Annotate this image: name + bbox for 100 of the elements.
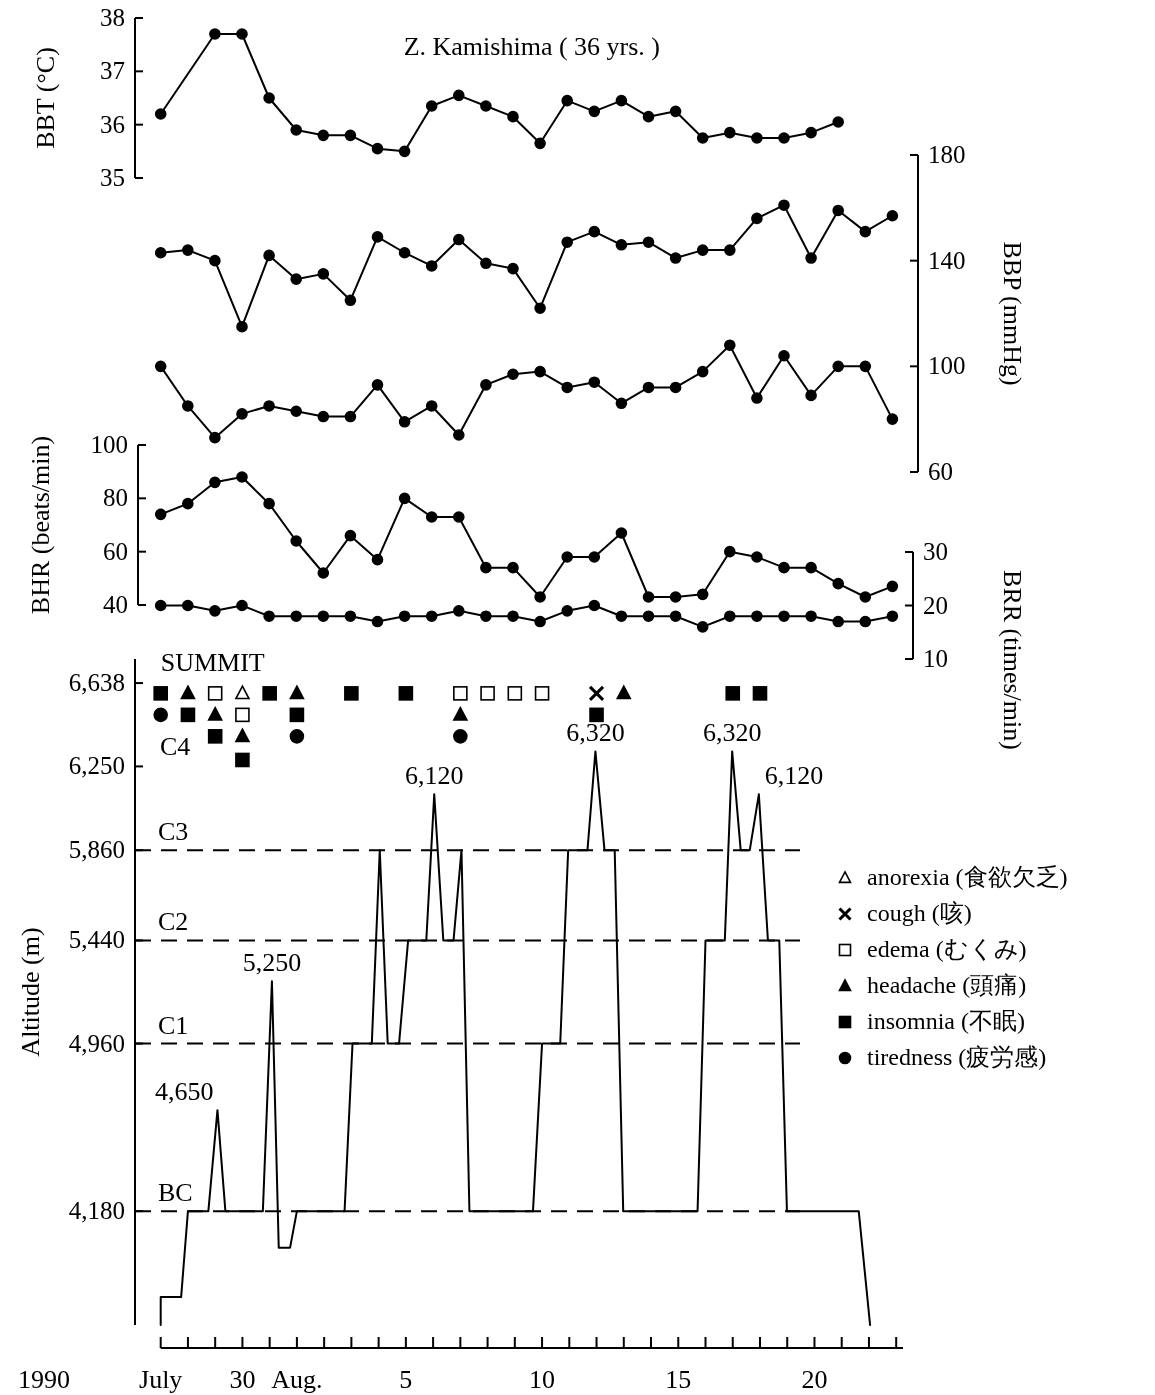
point <box>886 413 899 425</box>
y-axis-title: BHR (beats/min) <box>25 435 55 615</box>
point <box>751 610 763 622</box>
y-tick-label: 80 <box>103 484 128 512</box>
point <box>859 615 872 628</box>
point <box>616 685 632 700</box>
point <box>344 610 357 622</box>
point <box>832 116 844 128</box>
point <box>805 561 817 574</box>
point <box>669 591 682 603</box>
point <box>588 225 601 238</box>
point <box>751 212 763 225</box>
point <box>561 605 573 617</box>
point <box>180 707 196 723</box>
point <box>317 567 330 579</box>
point <box>561 94 573 107</box>
point <box>588 599 601 612</box>
point <box>453 686 468 701</box>
point <box>453 89 465 102</box>
point <box>615 397 628 410</box>
point <box>561 236 573 248</box>
y-axis-title: BBT (°C) <box>30 47 60 149</box>
point <box>725 686 741 701</box>
point <box>263 497 275 510</box>
point <box>317 410 330 423</box>
point <box>832 360 844 373</box>
x-tick-label: July <box>139 1365 183 1394</box>
data-label: 4,650 <box>154 1077 214 1107</box>
point <box>209 28 221 40</box>
y-tick-label: 4,180 <box>68 1197 125 1225</box>
point <box>344 129 357 142</box>
point <box>778 349 790 362</box>
point <box>207 706 223 721</box>
point <box>724 339 736 351</box>
point <box>289 729 305 744</box>
point <box>615 94 628 107</box>
point <box>561 381 573 394</box>
y-tick-label: 60 <box>103 537 128 565</box>
point <box>615 239 628 251</box>
point <box>344 410 357 423</box>
point <box>507 368 519 381</box>
point <box>236 599 248 612</box>
point <box>453 233 465 246</box>
y-tick-label: 6,250 <box>68 752 125 780</box>
point <box>453 605 465 617</box>
point <box>696 244 709 256</box>
point <box>507 686 523 701</box>
point <box>778 132 790 144</box>
point <box>751 132 763 144</box>
point <box>153 707 168 723</box>
point <box>154 508 167 521</box>
point <box>534 302 546 315</box>
y-tick-label: 5,860 <box>68 836 125 864</box>
point <box>615 610 628 622</box>
point <box>154 246 167 259</box>
point <box>534 591 546 603</box>
y-tick-label: 10 <box>923 645 948 672</box>
point <box>235 728 250 743</box>
point <box>480 100 492 112</box>
point <box>317 129 330 142</box>
point <box>805 389 817 402</box>
point <box>290 405 302 418</box>
data-label: 5,250 <box>242 948 302 978</box>
point <box>669 105 682 118</box>
legend-label: edema (むくみ) <box>867 936 1027 962</box>
point <box>615 527 628 539</box>
point <box>778 199 790 211</box>
point <box>182 244 194 256</box>
y-axis-title: Altitude (m) <box>15 927 45 1057</box>
point <box>832 615 844 628</box>
point <box>642 381 655 394</box>
point <box>290 124 302 136</box>
point <box>236 28 248 40</box>
point <box>371 142 384 155</box>
point <box>263 92 275 104</box>
annotation: SUMMIT <box>160 648 265 678</box>
point <box>154 108 167 120</box>
point <box>453 706 468 721</box>
point <box>886 580 899 593</box>
point <box>236 408 248 420</box>
point <box>751 551 763 563</box>
point <box>805 126 817 139</box>
x-tick-label: 30 <box>229 1365 256 1394</box>
y-tick-label: 60 <box>928 458 953 485</box>
x-tick-label: 15 <box>665 1365 692 1394</box>
point <box>724 244 736 256</box>
point <box>669 610 682 622</box>
point <box>561 551 573 563</box>
point <box>724 610 736 622</box>
point <box>778 561 790 574</box>
point <box>534 686 550 701</box>
point <box>182 400 194 412</box>
point <box>696 588 709 601</box>
point <box>263 400 275 412</box>
point <box>751 392 763 404</box>
text: Z. Kamishima ( 36 yrs. ) <box>403 32 661 61</box>
point <box>289 685 305 700</box>
point <box>398 686 414 701</box>
point <box>425 260 438 272</box>
y-tick-label: 40 <box>103 591 128 618</box>
